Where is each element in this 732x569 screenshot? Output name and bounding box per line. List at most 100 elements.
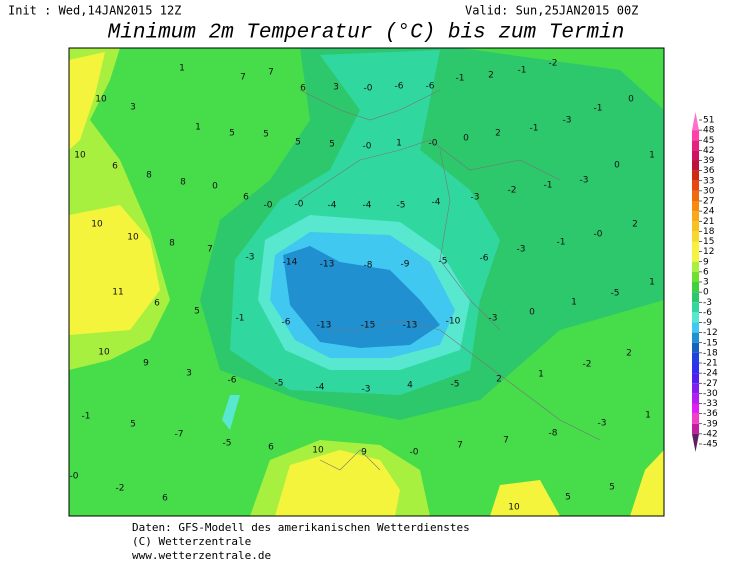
temp-label: 5 (565, 493, 571, 503)
legend-label: 15 (703, 237, 714, 247)
legend-band (692, 373, 699, 384)
valid-time: Valid: Sun,25JAN2015 00Z (465, 4, 638, 18)
temp-label: -9 (401, 260, 410, 270)
temp-label: -0 (410, 448, 419, 458)
temp-label: -5 (439, 257, 448, 267)
legend-label: 39 (703, 156, 715, 166)
temp-label: 3 (333, 83, 339, 93)
init-time: Init : Wed,14JAN2015 12Z (8, 4, 181, 18)
temp-label: 8 (180, 178, 186, 188)
temp-label: -2 (508, 186, 517, 196)
legend-band (692, 322, 699, 333)
legend-band (692, 363, 699, 374)
temp-label: 7 (207, 245, 213, 255)
temp-label: -1 (544, 181, 553, 191)
temp-label: 6 (162, 494, 168, 504)
temp-label: -0 (70, 472, 79, 482)
temp-label: -3 (471, 193, 480, 203)
legend-label: -33 (703, 399, 718, 409)
legend-band (692, 282, 699, 293)
temp-label: 1 (649, 151, 655, 161)
temp-label: -4 (432, 198, 441, 208)
temp-label: 2 (495, 129, 501, 139)
legend-band (692, 302, 699, 313)
legend-band (692, 403, 699, 414)
temp-label: -1 (82, 412, 91, 422)
temp-label: -6 (480, 254, 489, 264)
legend-label: 9 (703, 257, 709, 267)
legend-label: -27 (703, 379, 718, 389)
legend-band (692, 383, 699, 394)
legend-band (692, 433, 699, 452)
temp-label: 1 (645, 411, 651, 421)
legend-label: -24 (703, 369, 718, 379)
temp-label: 0 (628, 95, 634, 105)
temp-label: -5 (223, 439, 232, 449)
temp-label: 6 (112, 162, 118, 172)
temp-label: 1 (649, 278, 655, 288)
legend-label: -45 (703, 440, 718, 450)
temp-label: 10 (95, 95, 107, 105)
legend-band (692, 292, 699, 303)
legend-band (692, 332, 699, 343)
temp-label: -8 (549, 429, 558, 439)
temp-label: 0 (463, 134, 469, 144)
title: Minimum 2m Temperatur (°C) bis zum Termi… (108, 22, 625, 45)
temp-label: 0 (529, 308, 535, 318)
temp-label: -14 (283, 258, 298, 268)
legend-label: -6 (703, 308, 712, 318)
legend-label: 42 (703, 146, 714, 156)
area-yellow (69, 205, 160, 335)
temp-label: -2 (116, 484, 125, 494)
legend-label: -18 (703, 348, 718, 358)
temp-label: -2 (583, 360, 592, 370)
legend-label: 3 (703, 278, 709, 288)
temp-label: -5 (275, 379, 284, 389)
temp-label: -10 (446, 317, 461, 327)
temp-label: 10 (74, 151, 86, 161)
temp-label: -3 (563, 116, 572, 126)
legend-label: 24 (703, 207, 715, 217)
temp-label: 5 (229, 129, 235, 139)
legend-label: -39 (703, 419, 718, 429)
temp-label: 6 (154, 299, 160, 309)
legend-label: -15 (703, 338, 718, 348)
legend-band (692, 221, 699, 232)
temp-label: 5 (263, 130, 269, 140)
temp-label: -15 (361, 321, 376, 331)
area-3-6 (69, 400, 250, 516)
temp-label: -3 (246, 253, 255, 263)
legend-label: -42 (703, 429, 718, 439)
temp-label: 3 (186, 369, 192, 379)
legend-label: -9 (703, 318, 712, 328)
legend-label: -21 (703, 359, 718, 369)
temp-label: 3 (130, 103, 136, 113)
temp-label: -5 (397, 201, 406, 211)
temp-label: 9 (361, 448, 367, 458)
temp-label: 2 (496, 375, 502, 385)
temp-label: 5 (194, 307, 200, 317)
legend-band (692, 261, 699, 272)
area-yellow (490, 480, 560, 516)
temp-label: 8 (169, 239, 175, 249)
legend-band (692, 413, 699, 424)
temp-label: 1 (538, 370, 544, 380)
area-yellow (69, 52, 105, 150)
temp-label: 7 (457, 441, 463, 451)
legend-band (692, 140, 699, 151)
legend-label: -3 (703, 298, 712, 308)
legend-band (692, 170, 699, 181)
temp-label: 7 (268, 68, 274, 78)
legend-label: 51 (703, 116, 714, 126)
temp-label: 2 (488, 71, 494, 81)
temp-label: 10 (508, 503, 520, 513)
temp-label: 5 (295, 138, 301, 148)
legend-band (692, 271, 699, 282)
legend-label: 48 (703, 126, 715, 136)
temp-label: -6 (426, 82, 435, 92)
temp-label: 1 (571, 298, 577, 308)
temp-label: 2 (632, 220, 638, 230)
temp-label: -3 (580, 176, 589, 186)
legend-band (692, 201, 699, 212)
